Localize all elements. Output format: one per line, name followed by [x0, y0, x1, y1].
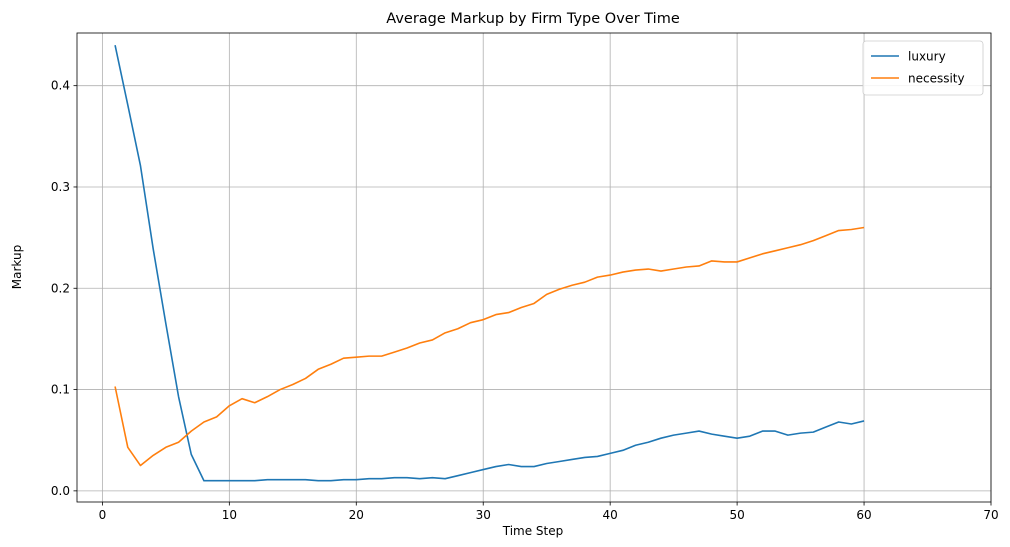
series-layer [114, 44, 865, 482]
legend: luxury necessity [862, 40, 984, 96]
x-tick-label: 20 [349, 508, 364, 522]
x-tick-label: 0 [99, 508, 107, 522]
y-tick-label: 0.4 [51, 79, 70, 93]
legend-label-necessity: necessity [908, 72, 965, 86]
series-line-necessity [114, 226, 865, 467]
x-tick-label: 10 [222, 508, 237, 522]
y-axis-label: Markup [10, 245, 24, 289]
x-tick-label: 70 [983, 508, 998, 522]
chart-title: Average Markup by Firm Type Over Time [386, 11, 680, 27]
y-tick-label: 0.1 [51, 383, 70, 397]
x-tick-label: 50 [729, 508, 744, 522]
legend-label-luxury: luxury [908, 50, 946, 64]
y-tick-label: 0.3 [51, 180, 70, 194]
y-tick-label: 0.0 [51, 484, 70, 498]
x-tick-label: 30 [476, 508, 491, 522]
x-axis: 0 10 20 30 40 50 60 70 [99, 502, 999, 522]
y-tick-label: 0.2 [51, 281, 70, 295]
plot-frame [76, 32, 992, 503]
legend-box [862, 40, 984, 96]
y-axis: 0.0 0.1 0.2 0.3 0.4 [51, 79, 77, 498]
series-line-luxury [114, 44, 865, 482]
x-tick-label: 60 [856, 508, 871, 522]
x-tick-label: 40 [603, 508, 618, 522]
x-axis-label: Time Step [502, 524, 564, 538]
